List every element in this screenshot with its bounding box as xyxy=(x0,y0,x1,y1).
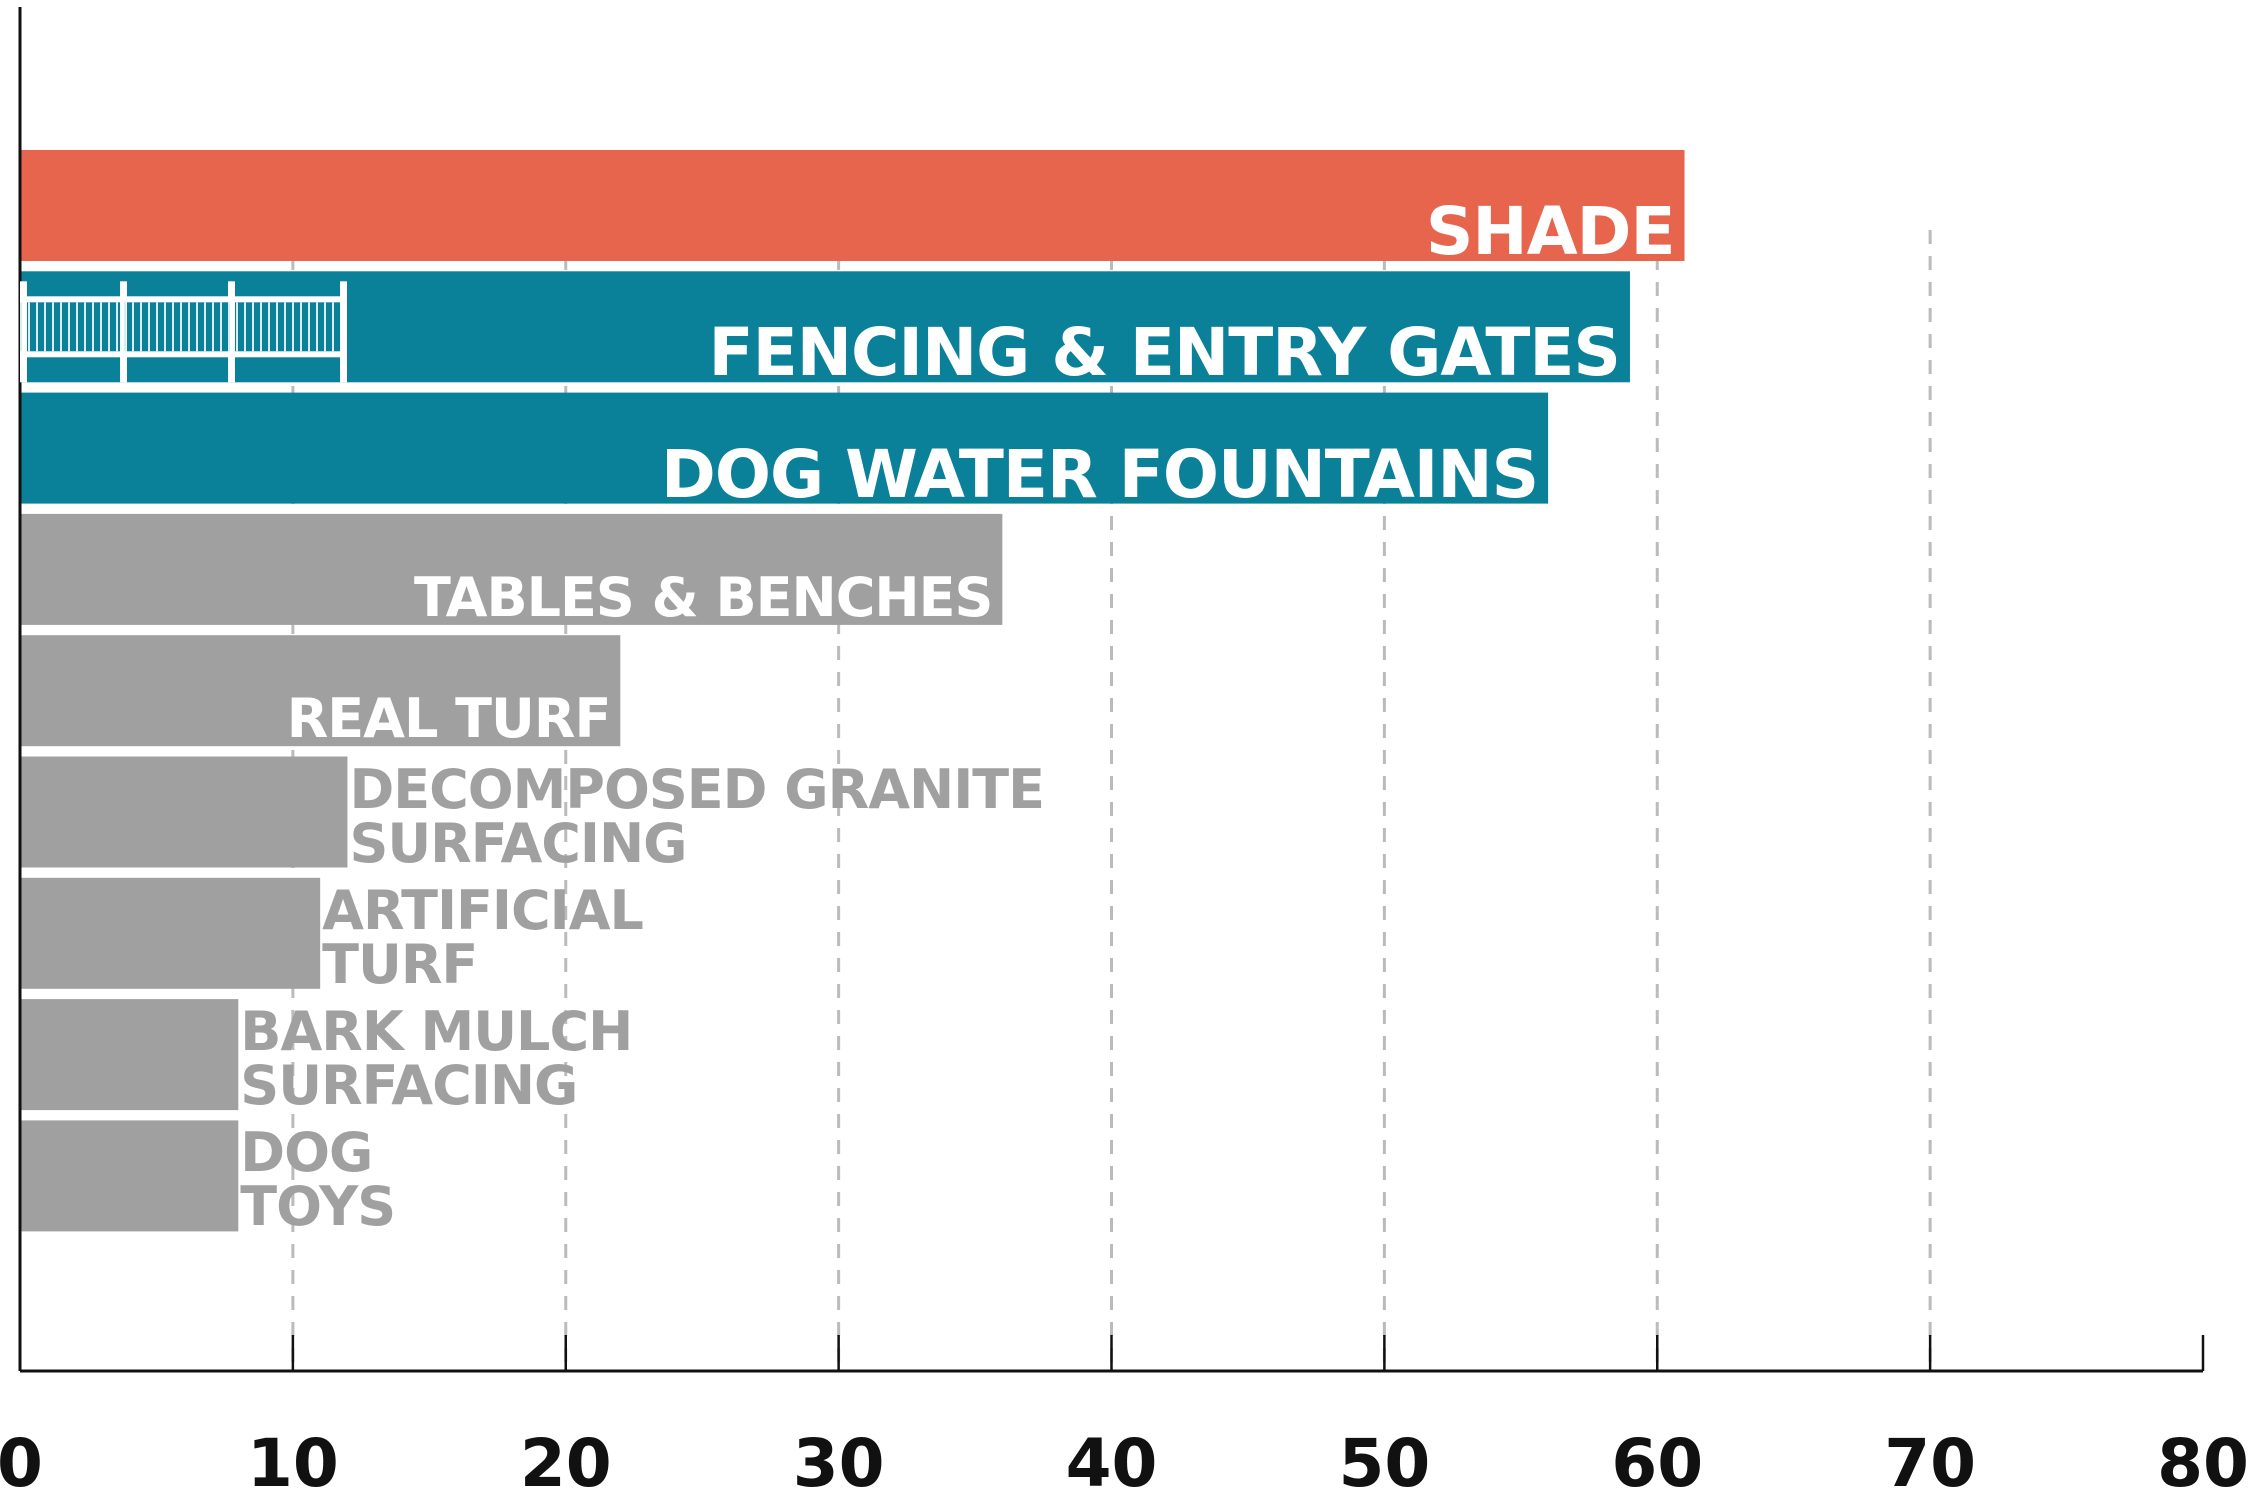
fence-mesh xyxy=(308,302,310,352)
fence-rail xyxy=(20,296,345,303)
bar-label: BARK MULCH SURFACING xyxy=(240,1000,633,1118)
fence-mesh xyxy=(332,302,334,352)
fence-mesh xyxy=(132,302,134,352)
fence-mesh xyxy=(212,302,214,352)
bar-label: ARTIFICIAL TURF xyxy=(322,878,644,996)
fence-mesh xyxy=(92,302,94,352)
bar xyxy=(20,513,1003,625)
fence-mesh xyxy=(156,302,158,352)
fence-mesh xyxy=(244,302,246,352)
fence-post xyxy=(340,281,347,383)
fence-mesh xyxy=(260,302,262,352)
fence-mesh xyxy=(196,302,198,352)
fence-post xyxy=(228,281,235,383)
fence-mesh xyxy=(276,302,278,352)
x-tick-label: 40 xyxy=(1065,1425,1158,1492)
fence-mesh xyxy=(172,302,174,352)
fence-mesh xyxy=(236,302,238,352)
fence-mesh xyxy=(164,302,166,352)
fence-mesh xyxy=(284,302,286,352)
bar xyxy=(20,150,1685,261)
bar-label: FENCING & ENTRY GATES xyxy=(708,314,1621,392)
bar-label: DECOMPOSED GRANITE SURFACING xyxy=(349,757,1045,875)
fence-mesh xyxy=(60,302,62,352)
bar xyxy=(20,1120,239,1232)
fence-rail xyxy=(20,351,345,358)
fence-mesh xyxy=(268,302,270,352)
fence-mesh xyxy=(300,302,302,352)
fence-mesh xyxy=(252,302,254,352)
bar-label: REAL TURF xyxy=(286,687,612,751)
fence-post xyxy=(20,281,27,383)
bar xyxy=(20,635,621,747)
fence-mesh xyxy=(148,302,150,352)
bar-label: DOG WATER FOUNTAINS xyxy=(661,435,1539,513)
fence-mesh xyxy=(292,302,294,352)
fence-mesh xyxy=(108,302,110,352)
fence-mesh xyxy=(124,302,126,352)
fence-mesh xyxy=(76,302,78,352)
bar xyxy=(20,756,348,868)
x-tick-label: 50 xyxy=(1338,1425,1431,1492)
x-tick-label: 10 xyxy=(246,1425,339,1492)
bar-label: TABLES & BENCHES xyxy=(414,565,993,629)
x-tick-label: 70 xyxy=(1884,1425,1977,1492)
fence-mesh xyxy=(20,302,22,352)
bar xyxy=(20,877,321,989)
fence-mesh xyxy=(188,302,190,352)
bar xyxy=(20,999,239,1111)
bar-label: SHADE xyxy=(1425,193,1676,270)
bar-label: DOG TOYS xyxy=(240,1121,396,1239)
fence-mesh xyxy=(324,302,326,352)
x-tick-label: 0 xyxy=(0,1425,43,1492)
fence-mesh xyxy=(316,302,318,352)
x-tick-label: 30 xyxy=(792,1425,885,1492)
fence-mesh xyxy=(180,302,182,352)
fence-mesh xyxy=(140,302,142,352)
fence-mesh xyxy=(100,302,102,352)
fence-mesh xyxy=(116,302,118,352)
fence-mesh xyxy=(204,302,206,352)
x-tick-label: 20 xyxy=(519,1425,612,1492)
fence-mesh xyxy=(44,302,46,352)
fence-mesh xyxy=(68,302,70,352)
x-tick-label: 60 xyxy=(1611,1425,1704,1492)
fence-mesh xyxy=(84,302,86,352)
fence-mesh xyxy=(228,302,230,352)
fence-mesh xyxy=(36,302,38,352)
fence-mesh xyxy=(28,302,30,352)
fence-mesh xyxy=(52,302,54,352)
bar xyxy=(20,271,1630,383)
fence-mesh xyxy=(220,302,222,352)
fence-post xyxy=(120,281,127,383)
x-tick-label: 80 xyxy=(2157,1425,2248,1492)
bar xyxy=(20,392,1549,504)
